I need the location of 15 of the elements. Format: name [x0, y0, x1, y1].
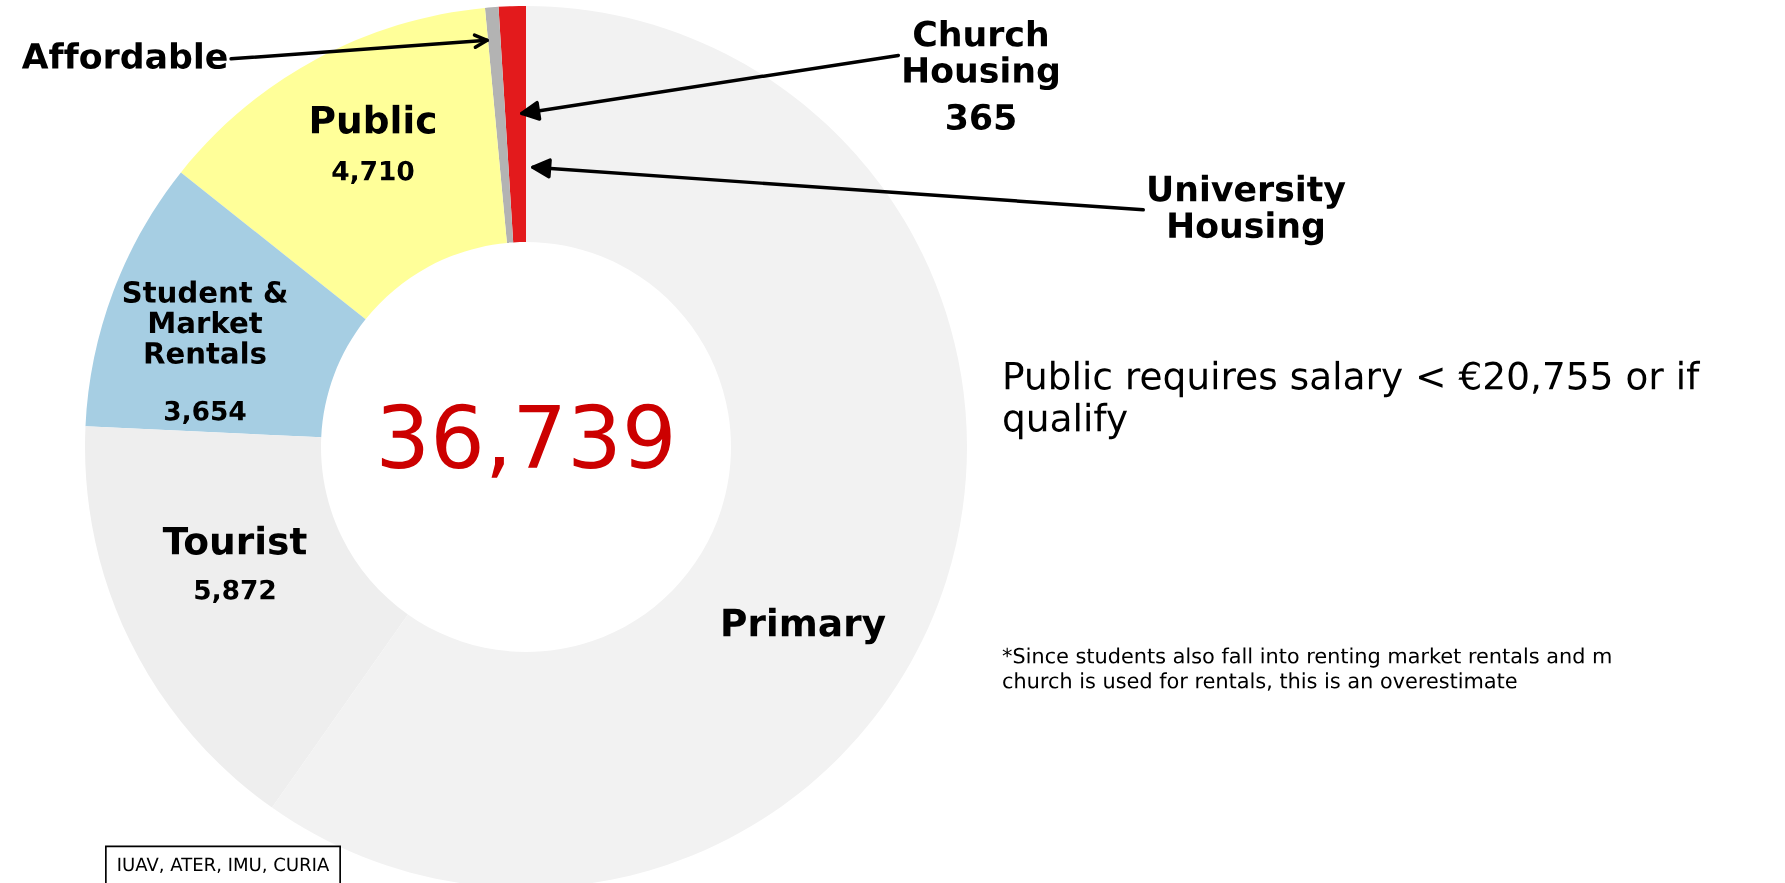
text: IUAV, ATER, IMU, CURIA: [118, 857, 330, 874]
data-label: 5,872: [195, 579, 275, 604]
slice-label: Public: [311, 104, 435, 134]
data-label: 365: [947, 103, 1015, 131]
text: University Housing: [1149, 174, 1346, 246]
text: *Since students also fall into renting market rentals and m church is used for rentals, this is an overestimate: [1002, 647, 1611, 691]
data-label: 4,710: [332, 160, 414, 185]
data-label: 3,654: [165, 400, 246, 425]
slice-label: Tourist: [162, 525, 307, 555]
text: Public requires salary < €20,755 or if qualify: [1004, 360, 1701, 440]
text: 36,739: [381, 403, 671, 478]
slice-label: Church Housing: [904, 19, 1058, 91]
slice-label: Primary: [723, 607, 886, 645]
slice-label: Student & Market Rentals: [123, 280, 288, 364]
slice-label: Affordable: [21, 42, 227, 70]
